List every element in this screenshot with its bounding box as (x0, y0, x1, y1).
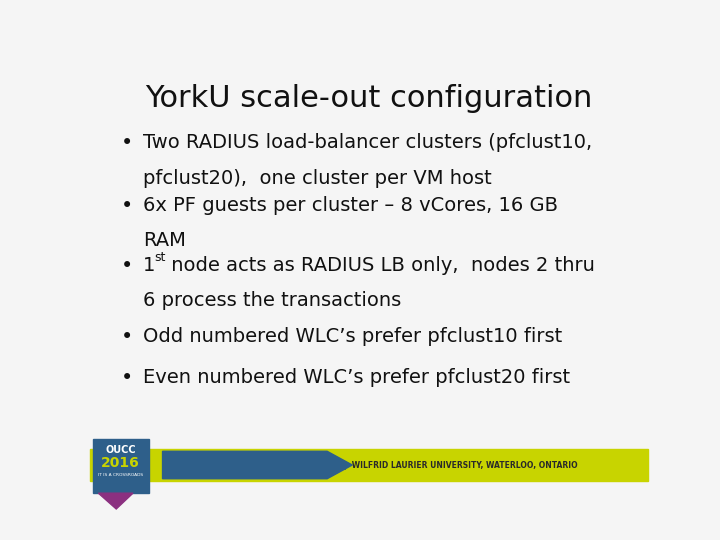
Bar (90, 449, 648, 481)
FancyArrow shape (163, 451, 352, 479)
Text: Even numbered WLC’s prefer pfclust20 first: Even numbered WLC’s prefer pfclust20 fir… (143, 368, 570, 387)
Text: 2016: 2016 (102, 456, 140, 470)
Text: IT IS A CROSSROADS: IT IS A CROSSROADS (98, 474, 143, 477)
Text: MAY 8-10, 2016  |  WILFRID LAURIER UNIVERSITY, WATERLOO, ONTARIO: MAY 8-10, 2016 | WILFRID LAURIER UNIVERS… (272, 461, 577, 469)
Text: 1: 1 (143, 256, 156, 275)
Text: YorkU scale-out configuration: YorkU scale-out configuration (145, 84, 593, 112)
Text: node acts as RADIUS LB only,  nodes 2 thru: node acts as RADIUS LB only, nodes 2 thr… (166, 256, 595, 275)
Text: •: • (121, 327, 133, 347)
Polygon shape (99, 493, 133, 509)
Text: •: • (121, 368, 133, 388)
Text: •: • (121, 196, 133, 216)
Text: pfclust20),  one cluster per VM host: pfclust20), one cluster per VM host (143, 168, 492, 188)
Text: Two RADIUS load-balancer clusters (pfclust10,: Two RADIUS load-balancer clusters (pfclu… (143, 133, 592, 152)
Text: •: • (121, 133, 133, 153)
Text: Odd numbered WLC’s prefer pfclust10 first: Odd numbered WLC’s prefer pfclust10 firs… (143, 327, 562, 346)
Text: •: • (121, 256, 133, 276)
Text: OUCC: OUCC (105, 445, 136, 455)
Text: RAM: RAM (143, 231, 186, 250)
Text: 6x PF guests per cluster – 8 vCores, 16 GB: 6x PF guests per cluster – 8 vCores, 16 … (143, 196, 558, 215)
Text: 6 process the transactions: 6 process the transactions (143, 292, 401, 310)
Bar (93, 439, 148, 493)
Text: st: st (154, 251, 166, 264)
